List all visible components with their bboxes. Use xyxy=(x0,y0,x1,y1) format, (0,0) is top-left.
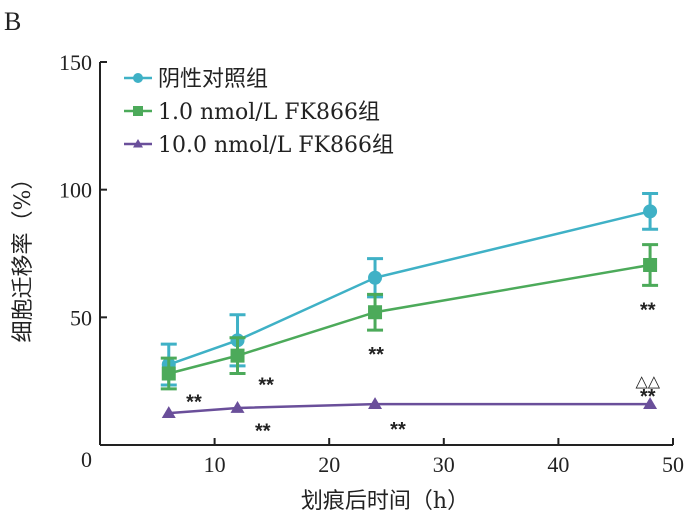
series-line xyxy=(168,263,651,375)
x-tick-label: 10 xyxy=(204,452,226,477)
series-line xyxy=(168,402,651,415)
data-point xyxy=(368,397,383,410)
legend-marker xyxy=(133,139,143,148)
x-tick-label: 50 xyxy=(662,452,684,477)
x-axis-label: 划痕后时间（h） xyxy=(301,489,469,514)
data-point xyxy=(161,366,176,381)
data-point xyxy=(643,397,658,410)
series-line xyxy=(168,210,651,366)
y-tick-label: 0 xyxy=(81,447,92,472)
panel-label: B xyxy=(4,7,21,36)
data-point xyxy=(230,400,245,413)
data-point xyxy=(368,305,383,320)
significance-annotation: ** xyxy=(186,391,202,413)
significance-annotation: ** xyxy=(255,421,271,443)
legend-label: 1.0 nmol/L FK866组 xyxy=(158,100,380,125)
y-tick-label: 100 xyxy=(59,178,92,203)
data-point xyxy=(161,406,176,418)
data-point xyxy=(230,348,245,363)
significance-annotation: △△ xyxy=(635,374,660,391)
y-tick-label: 50 xyxy=(70,305,92,330)
legend-label: 阴性对照组 xyxy=(158,67,268,92)
significance-annotation: ** xyxy=(368,344,384,366)
y-axis-label: 细胞迁移率（%） xyxy=(11,168,36,343)
significance-annotation: ** xyxy=(640,386,656,408)
data-point xyxy=(643,204,658,219)
x-tick-label: 40 xyxy=(547,452,569,477)
data-point xyxy=(643,257,658,272)
y-tick-label: 150 xyxy=(59,50,92,75)
significance-annotation: ** xyxy=(640,299,656,321)
legend-marker xyxy=(133,106,143,116)
significance-annotation: ** xyxy=(390,419,406,441)
legend-label: 10.0 nmol/L FK866组 xyxy=(158,133,394,158)
data-point xyxy=(368,270,383,285)
legend-marker xyxy=(133,73,143,83)
x-tick-label: 20 xyxy=(318,452,340,477)
x-tick-label: 30 xyxy=(433,452,455,477)
significance-annotation: ** xyxy=(258,375,274,397)
